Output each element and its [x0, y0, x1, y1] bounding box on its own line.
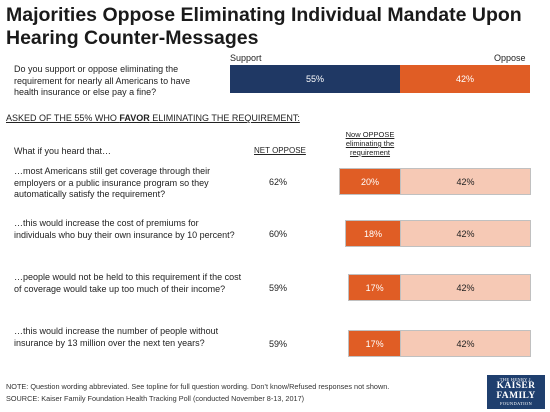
top-question-text: Do you support or oppose eliminating the…	[14, 64, 191, 97]
top-oppose-bar: 42%	[400, 65, 530, 93]
message-text: …this would increase the number of peopl…	[14, 326, 219, 348]
already-oppose-bar: 42%	[400, 330, 531, 357]
note-text: NOTE: Question wording abbreviated. See …	[6, 382, 390, 391]
logo-line3: FAMILY	[496, 390, 536, 401]
already-oppose-bar: 42%	[400, 220, 531, 247]
already-oppose-value-label: 42%	[456, 176, 475, 187]
already-oppose-value-label: 42%	[456, 282, 475, 293]
net-oppose-value: 59%	[269, 283, 288, 293]
support-label: Support	[230, 53, 262, 63]
top-oppose-value: 42%	[455, 74, 474, 84]
oppose-label: Oppose	[494, 53, 526, 63]
what-if-label: What if you heard that…	[14, 146, 112, 156]
logo-line2: KAISER	[496, 381, 536, 391]
logo-line4: FOUNDATION	[500, 401, 532, 406]
already-oppose-bar: 42%	[400, 168, 531, 195]
subgroup-heading-bold: FAVOR	[119, 113, 150, 123]
now-oppose-bar: 17%	[348, 330, 401, 357]
net-oppose-header: NET OPPOSE	[254, 146, 306, 155]
message-text: …this would increase the cost of premium…	[14, 218, 235, 240]
top-support-value: 55%	[305, 74, 324, 84]
now-oppose-value-label: 17%	[365, 282, 384, 293]
already-oppose-bar: 42%	[400, 274, 531, 301]
now-oppose-value-label: 20%	[360, 176, 379, 187]
now-oppose-bar: 18%	[345, 220, 401, 247]
top-support-bar: 55%	[230, 65, 400, 93]
message-text: …people would not be held to this requir…	[14, 272, 242, 294]
net-oppose-value: 60%	[269, 229, 288, 239]
now-oppose-header: Now OPPOSE eliminating the requirement	[345, 130, 395, 157]
kff-logo: THE HENRY J. KAISER FAMILY FOUNDATION	[487, 375, 545, 409]
already-oppose-value-label: 42%	[456, 338, 475, 349]
net-oppose-value: 59%	[269, 339, 288, 349]
now-oppose-value-label: 17%	[365, 338, 384, 349]
subgroup-heading-pre: ASKED OF THE 55% WHO	[6, 113, 120, 123]
subgroup-heading-post: ELIMINATING THE REQUIREMENT:	[149, 113, 300, 123]
logo-line1: THE HENRY J.	[499, 377, 533, 382]
net-oppose-value: 62%	[269, 177, 288, 187]
message-text: …most Americans still get coverage throu…	[14, 166, 211, 199]
source-text: SOURCE: Kaiser Family Foundation Health …	[6, 394, 305, 403]
already-oppose-value-label: 42%	[456, 228, 475, 239]
now-oppose-bar: 17%	[348, 274, 401, 301]
now-oppose-value-label: 18%	[364, 228, 383, 239]
now-oppose-bar: 20%	[339, 168, 401, 195]
chart-title: Majorities Oppose Eliminating Individual…	[6, 4, 522, 49]
subgroup-heading: ASKED OF THE 55% WHO FAVOR ELIMINATING T…	[6, 113, 300, 123]
